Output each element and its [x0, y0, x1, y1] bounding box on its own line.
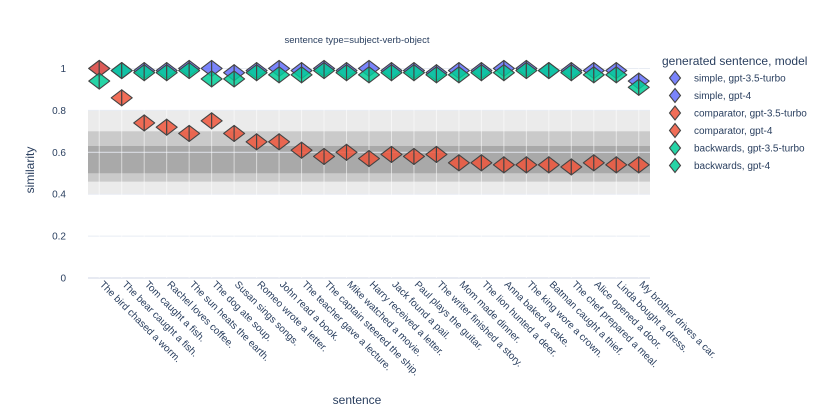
violin-3-6: [233, 124, 246, 142]
violin-5-6: [233, 70, 246, 88]
violin-3-19: [525, 156, 538, 174]
chart-title: sentence type=subject-verb-object: [285, 35, 430, 46]
violin-5-17: [480, 64, 493, 82]
violin-5-9: [301, 66, 313, 84]
violin-3-16: [458, 154, 470, 172]
y-tick-label: 0.2: [52, 232, 66, 243]
legend-title: generated sentence, model: [662, 54, 807, 68]
legend-swatch-4: [668, 140, 682, 156]
y-tick-label: 1: [60, 64, 66, 75]
violin-5-15: [435, 66, 448, 84]
violin-3-5: [211, 112, 223, 130]
violin-5-5: [211, 70, 223, 88]
violin-3-8: [278, 133, 291, 151]
y-tick-label: 0: [60, 274, 66, 285]
y-axis-title: similarity: [23, 147, 37, 194]
violin-5-24: [638, 78, 650, 96]
violin-3-11: [345, 143, 358, 161]
y-tick-label: 0.8: [52, 106, 66, 117]
legend-label-0: simple, gpt-3.5-turbo: [694, 74, 786, 85]
x-gridlines: [98, 58, 640, 278]
violin-5-4: [188, 62, 201, 80]
violin-5-23: [615, 66, 628, 84]
violin-3-12: [368, 150, 381, 168]
violin-3-4: [188, 124, 201, 142]
violin-3-15: [435, 145, 448, 163]
violin-5-2: [143, 64, 156, 82]
violin-5-16: [458, 66, 470, 84]
violin-3-14: [413, 147, 426, 166]
legend-swatch-1: [668, 87, 682, 104]
violin-5-8: [278, 66, 291, 84]
x-axis-title: sentence: [333, 393, 382, 407]
violin-5-14: [413, 64, 426, 82]
violin-3-0: [98, 59, 111, 78]
violin-3-20: [548, 156, 560, 174]
violin-5-13: [390, 64, 403, 82]
violin-3-1: [121, 89, 133, 107]
legend-label-3: comparator, gpt-4: [694, 126, 773, 137]
legend: generated sentence, model simple, gpt-3.…: [662, 54, 807, 174]
y-tick-labels: 0 0.2 0.4 0.6 0.8 1: [52, 64, 66, 285]
violin-5-20: [548, 62, 560, 80]
violin-5-3: [166, 64, 178, 82]
violin-5-7: [256, 64, 268, 82]
legend-swatch-0: [668, 70, 682, 86]
y-tick-label: 0.6: [52, 148, 66, 159]
violin-5-11: [345, 64, 358, 82]
violin-3-21: [570, 158, 583, 176]
violin-5-0: [98, 72, 111, 90]
legend-label-4: backwards, gpt-3.5-turbo: [694, 144, 805, 155]
y-tick-label: 0.4: [52, 190, 66, 201]
legend-swatch-5: [668, 157, 682, 174]
violin-marks: [88, 59, 650, 176]
violin-5-19: [525, 62, 538, 80]
violin-3-7: [256, 133, 268, 151]
violin-3-10: [323, 147, 336, 166]
violin-3-3: [166, 118, 178, 136]
legend-label-5: backwards, gpt-4: [694, 161, 771, 172]
legend-swatch-3: [668, 122, 682, 139]
violin-3-13: [390, 145, 403, 163]
violin-3-18: [503, 156, 515, 174]
violin-3-9: [301, 141, 313, 159]
violin-3-17: [480, 154, 493, 172]
legend-label-1: simple, gpt-4: [694, 91, 752, 102]
violin-5-18: [503, 64, 515, 82]
violin-5-22: [593, 66, 605, 84]
violin-5-21: [570, 64, 583, 82]
violin-5-12: [368, 66, 381, 84]
legend-swatch-2: [668, 105, 682, 121]
violin-3-23: [615, 156, 628, 174]
violin-5-10: [323, 62, 336, 80]
violin-3-24: [638, 156, 650, 174]
violin-5-1: [121, 62, 133, 80]
legend-label-2: comparator, gpt-3.5-turbo: [694, 109, 807, 120]
violin-3-22: [593, 154, 605, 172]
violin-3-2: [143, 114, 156, 132]
